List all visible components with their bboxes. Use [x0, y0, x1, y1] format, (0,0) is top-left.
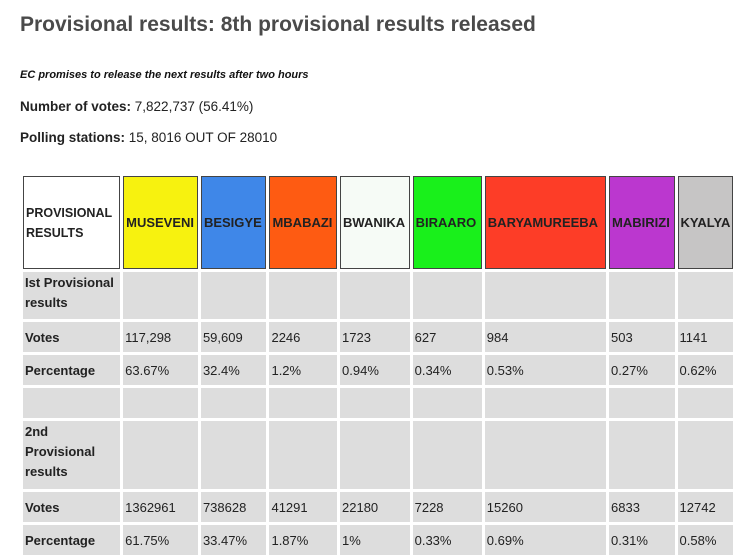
- vote-cell: 1362961: [123, 492, 198, 522]
- candidate-header-baryamureeba: BARYAMUREEBA: [484, 176, 607, 269]
- vote-cell: 738628: [200, 492, 267, 522]
- empty-cell: [412, 272, 482, 319]
- vote-cell: 503: [609, 322, 675, 352]
- empty-cell: [200, 388, 267, 418]
- vote-cell: 7228: [412, 492, 482, 522]
- vote-cell: 984: [484, 322, 607, 352]
- votes-label: Votes: [23, 492, 121, 522]
- percentage-cell: 0.62%: [677, 355, 733, 385]
- vote-cell: 59,609: [200, 322, 267, 352]
- second-percentage-row: Percentage 61.75% 33.47% 1.87% 1% 0.33% …: [23, 525, 733, 555]
- empty-cell: [677, 421, 733, 489]
- second-results-label: 2nd Provisional results: [23, 421, 121, 489]
- votes-info-value: 7,822,737 (56.41%): [134, 99, 254, 114]
- empty-cell: [269, 421, 338, 489]
- second-votes-row: Votes 1362961 738628 41291 22180 7228 15…: [23, 492, 733, 522]
- percentage-cell: 32.4%: [200, 355, 267, 385]
- vote-cell: 15260: [484, 492, 607, 522]
- empty-cell: [340, 272, 410, 319]
- empty-cell: [609, 272, 675, 319]
- empty-cell: [340, 421, 410, 489]
- percentage-cell: 1.2%: [269, 355, 338, 385]
- percentage-cell: 33.47%: [200, 525, 267, 555]
- empty-cell: [269, 388, 338, 418]
- vote-cell: 627: [412, 322, 482, 352]
- candidate-header-museveni: MUSEVENI: [123, 176, 198, 269]
- header-label-cell: PROVISIONAL RESULTS: [23, 176, 121, 269]
- spacer-row: [23, 388, 733, 418]
- vote-cell: 1141: [677, 322, 733, 352]
- percentage-cell: 0.69%: [484, 525, 607, 555]
- first-results-label: Ist Provisional results: [23, 272, 121, 319]
- first-results-heading-row: Ist Provisional results: [23, 272, 733, 319]
- empty-cell: [412, 421, 482, 489]
- stations-info: Polling stations: 15, 8016 OUT OF 28010: [20, 130, 277, 145]
- candidate-header-biraaro: BIRAARO: [412, 176, 482, 269]
- candidate-header-kyalya: KYALYA: [677, 176, 733, 269]
- percentage-label: Percentage: [23, 355, 121, 385]
- table-header-row: PROVISIONAL RESULTS MUSEVENI BESIGYE MBA…: [23, 176, 733, 269]
- empty-cell: [484, 388, 607, 418]
- vote-cell: 1723: [340, 322, 410, 352]
- percentage-label: Percentage: [23, 525, 121, 555]
- percentage-cell: 1.87%: [269, 525, 338, 555]
- vote-cell: 6833: [609, 492, 675, 522]
- vote-cell: 22180: [340, 492, 410, 522]
- empty-cell: [677, 272, 733, 319]
- results-table: PROVISIONAL RESULTS MUSEVENI BESIGYE MBA…: [20, 173, 736, 558]
- percentage-cell: 0.94%: [340, 355, 410, 385]
- empty-cell: [200, 421, 267, 489]
- empty-cell: [123, 272, 198, 319]
- second-results-heading-row: 2nd Provisional results: [23, 421, 733, 489]
- candidate-header-besigye: BESIGYE: [200, 176, 267, 269]
- empty-cell: [23, 388, 121, 418]
- vote-cell: 2246: [269, 322, 338, 352]
- votes-info-label: Number of votes:: [20, 99, 132, 114]
- empty-cell: [609, 421, 675, 489]
- empty-cell: [484, 421, 607, 489]
- votes-info: Number of votes: 7,822,737 (56.41%): [20, 99, 253, 114]
- subheadline: EC promises to release the next results …: [20, 69, 309, 81]
- empty-cell: [340, 388, 410, 418]
- stations-info-value: 15, 8016 OUT OF 28010: [128, 130, 278, 145]
- empty-cell: [269, 272, 338, 319]
- vote-cell: 12742: [677, 492, 733, 522]
- empty-cell: [123, 388, 198, 418]
- page-title: Provisional results: 8th provisional res…: [20, 13, 536, 36]
- candidate-header-mabirizi: MABIRIZI: [609, 176, 675, 269]
- first-votes-row: Votes 117,298 59,609 2246 1723 627 984 5…: [23, 322, 733, 352]
- percentage-cell: 0.27%: [609, 355, 675, 385]
- percentage-cell: 0.53%: [484, 355, 607, 385]
- percentage-cell: 61.75%: [123, 525, 198, 555]
- percentage-cell: 0.33%: [412, 525, 482, 555]
- empty-cell: [412, 388, 482, 418]
- candidate-header-bwanika: BWANIKA: [340, 176, 410, 269]
- stations-info-label: Polling stations:: [20, 130, 126, 145]
- percentage-cell: 0.31%: [609, 525, 675, 555]
- percentage-cell: 63.67%: [123, 355, 198, 385]
- empty-cell: [200, 272, 267, 319]
- candidate-header-mbabazi: MBABAZI: [269, 176, 338, 269]
- percentage-cell: 0.58%: [677, 525, 733, 555]
- first-percentage-row: Percentage 63.67% 32.4% 1.2% 0.94% 0.34%…: [23, 355, 733, 385]
- percentage-cell: 1%: [340, 525, 410, 555]
- vote-cell: 117,298: [123, 322, 198, 352]
- empty-cell: [123, 421, 198, 489]
- empty-cell: [609, 388, 675, 418]
- votes-label: Votes: [23, 322, 121, 352]
- empty-cell: [677, 388, 733, 418]
- empty-cell: [484, 272, 607, 319]
- percentage-cell: 0.34%: [412, 355, 482, 385]
- vote-cell: 41291: [269, 492, 338, 522]
